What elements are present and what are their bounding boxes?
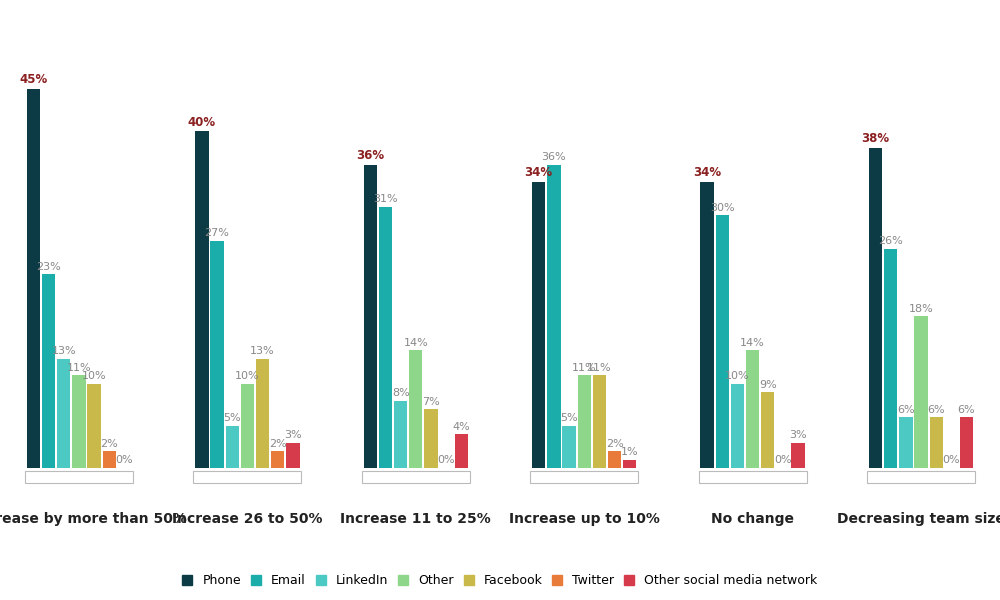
Bar xyxy=(578,376,591,468)
Bar xyxy=(716,215,729,468)
Text: 1%: 1% xyxy=(621,447,638,457)
Text: 27%: 27% xyxy=(205,228,229,238)
Text: Increase up to 10%: Increase up to 10% xyxy=(509,512,660,526)
Bar xyxy=(394,401,407,468)
Bar xyxy=(562,426,576,468)
Bar xyxy=(379,207,392,468)
Text: 7%: 7% xyxy=(422,397,440,407)
Bar xyxy=(593,376,606,468)
Bar xyxy=(455,434,468,468)
Text: Increase by more than 50%: Increase by more than 50% xyxy=(0,512,186,526)
Text: 0%: 0% xyxy=(116,455,133,466)
Bar xyxy=(87,384,101,468)
Bar xyxy=(623,460,636,468)
Text: 30%: 30% xyxy=(710,203,735,213)
Text: 34%: 34% xyxy=(693,166,721,179)
Text: 45%: 45% xyxy=(19,73,48,86)
Text: 40%: 40% xyxy=(188,116,216,128)
Text: 23%: 23% xyxy=(36,262,61,272)
Text: 18%: 18% xyxy=(909,304,933,314)
Bar xyxy=(869,148,882,468)
Text: 3%: 3% xyxy=(284,430,302,440)
Bar xyxy=(960,418,973,468)
Text: 2%: 2% xyxy=(606,439,623,449)
Text: 36%: 36% xyxy=(542,152,566,162)
Bar xyxy=(547,165,561,468)
Bar xyxy=(731,384,744,468)
Text: 9%: 9% xyxy=(759,380,777,389)
Bar xyxy=(42,274,55,468)
Text: 0%: 0% xyxy=(437,455,455,466)
Bar xyxy=(884,249,897,468)
Bar xyxy=(193,470,301,483)
Bar xyxy=(930,418,943,468)
Bar xyxy=(103,451,116,468)
Text: 6%: 6% xyxy=(927,405,945,415)
Text: 31%: 31% xyxy=(373,194,398,205)
Bar xyxy=(791,443,805,468)
Text: No change: No change xyxy=(711,512,794,526)
Text: 38%: 38% xyxy=(862,133,890,145)
Bar xyxy=(761,392,774,468)
Bar xyxy=(271,451,284,468)
Text: 13%: 13% xyxy=(250,346,275,356)
Text: 14%: 14% xyxy=(403,338,428,347)
Text: 11%: 11% xyxy=(67,363,91,373)
Text: 0%: 0% xyxy=(774,455,792,466)
Bar xyxy=(364,165,377,468)
Bar xyxy=(27,89,40,468)
Text: Increase 11 to 25%: Increase 11 to 25% xyxy=(340,512,491,526)
Text: 36%: 36% xyxy=(356,149,384,162)
Text: 2%: 2% xyxy=(100,439,118,449)
Bar xyxy=(409,350,422,468)
Bar xyxy=(867,470,975,483)
Bar xyxy=(226,426,239,468)
Bar xyxy=(195,131,209,468)
Text: 4%: 4% xyxy=(452,422,470,432)
Bar xyxy=(57,359,70,468)
Text: 3%: 3% xyxy=(789,430,807,440)
Bar xyxy=(72,376,86,468)
Text: 10%: 10% xyxy=(235,371,260,381)
Bar xyxy=(241,384,254,468)
Text: 14%: 14% xyxy=(740,338,765,347)
Text: 34%: 34% xyxy=(525,166,553,179)
Bar xyxy=(699,470,807,483)
Bar xyxy=(530,470,638,483)
Text: 26%: 26% xyxy=(878,236,903,247)
Bar xyxy=(25,470,133,483)
Text: 5%: 5% xyxy=(560,413,578,424)
Text: 5%: 5% xyxy=(223,413,241,424)
Text: 11%: 11% xyxy=(572,363,597,373)
Bar xyxy=(700,182,714,468)
Bar xyxy=(532,182,545,468)
Bar xyxy=(914,316,928,468)
Text: 13%: 13% xyxy=(51,346,76,356)
Text: 10%: 10% xyxy=(82,371,106,381)
Bar xyxy=(210,241,224,468)
Bar xyxy=(362,470,470,483)
Bar xyxy=(286,443,300,468)
Text: 6%: 6% xyxy=(897,405,915,415)
Text: 8%: 8% xyxy=(392,388,410,398)
Text: 0%: 0% xyxy=(943,455,960,466)
Bar xyxy=(608,451,621,468)
Bar xyxy=(899,418,913,468)
Text: 2%: 2% xyxy=(269,439,287,449)
Bar xyxy=(424,409,438,468)
Bar xyxy=(256,359,269,468)
Text: Decreasing team size: Decreasing team size xyxy=(837,512,1000,526)
Legend: Phone, Email, LinkedIn, Other, Facebook, Twitter, Other social media network: Phone, Email, LinkedIn, Other, Facebook,… xyxy=(179,571,821,591)
Text: 6%: 6% xyxy=(958,405,975,415)
Bar xyxy=(746,350,759,468)
Text: 11%: 11% xyxy=(587,363,612,373)
Text: Increase 26 to 50%: Increase 26 to 50% xyxy=(172,512,323,526)
Text: 10%: 10% xyxy=(725,371,750,381)
